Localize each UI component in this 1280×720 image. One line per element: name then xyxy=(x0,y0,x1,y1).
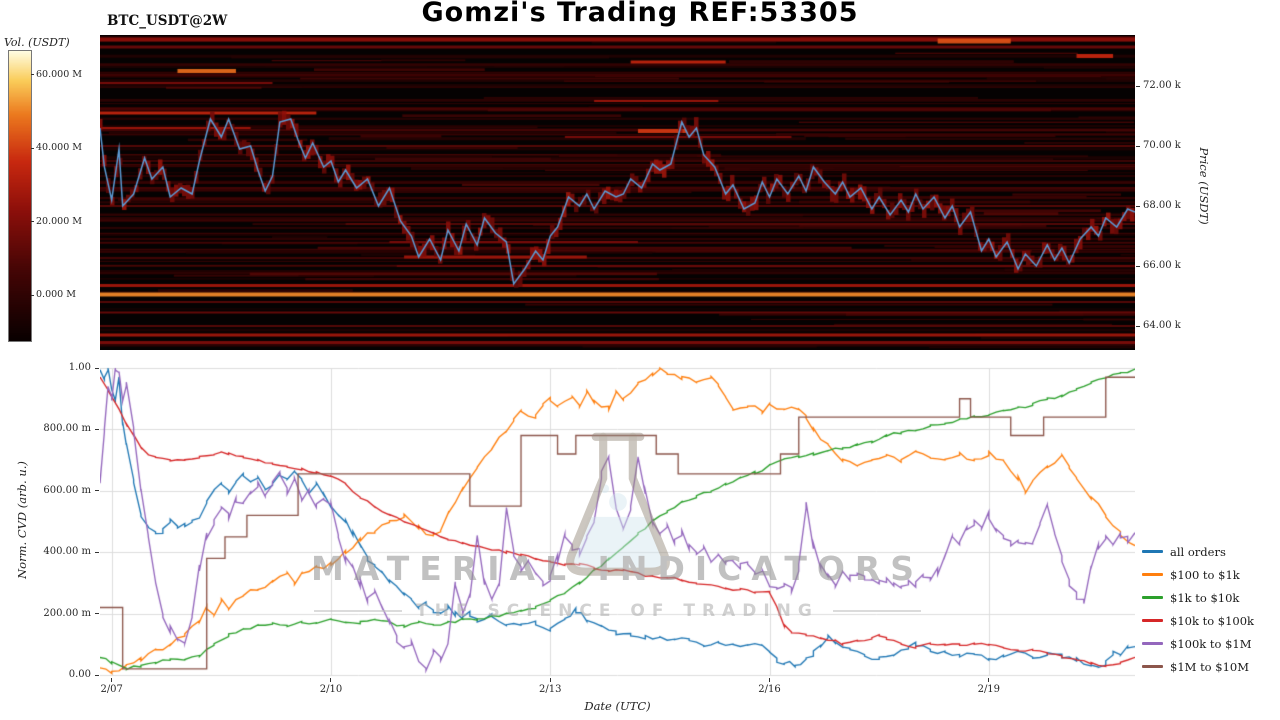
cvd-y-tickmark xyxy=(95,613,99,614)
legend-label: $100 to $1k xyxy=(1170,567,1240,582)
cvd-axis-label: Norm. CVD (arb. u.) xyxy=(15,461,29,579)
colorbar-tick-label: 40.000 M xyxy=(36,142,82,154)
date-tickmark xyxy=(550,678,551,682)
colorbar-tickmark xyxy=(31,295,34,296)
legend-line-swatch xyxy=(1142,642,1163,645)
cvd-y-tick-label: 800.00 m xyxy=(43,423,91,435)
date-tick-label: 2/10 xyxy=(319,684,343,695)
price-tick-label: 70.00 k xyxy=(1143,140,1181,151)
legend-line-swatch xyxy=(1142,619,1163,622)
colorbar-tick-label: 20.000 M xyxy=(36,215,82,227)
cvd-y-tickmark xyxy=(95,429,99,430)
legend-line-swatch xyxy=(1142,596,1163,599)
cvd-y-tick-label: 400.00 m xyxy=(43,546,91,558)
price-tick-label: 64.00 k xyxy=(1143,320,1181,331)
price-tickmark xyxy=(1136,206,1140,207)
price-tick-label: 66.00 k xyxy=(1143,260,1181,271)
date-tickmark xyxy=(988,678,989,682)
colorbar-tick-label: 0.000 M xyxy=(36,289,76,301)
colorbar-title: Vol. (USDT) xyxy=(4,36,70,49)
cvd-y-tickmark xyxy=(95,552,99,553)
page-title: Gomzi's Trading REF:53305 xyxy=(421,0,859,28)
volume-colorbar xyxy=(8,50,32,342)
date-tick-label: 2/13 xyxy=(539,684,562,695)
legend-item: $100 to $1k xyxy=(1142,563,1254,586)
legend-label: $1k to $10k xyxy=(1170,590,1240,605)
legend-line-swatch xyxy=(1142,665,1163,668)
legend-item: all orders xyxy=(1142,540,1254,563)
date-tickmark xyxy=(769,678,770,682)
price-tickmark xyxy=(1136,146,1140,147)
colorbar-tickmark xyxy=(31,148,34,149)
date-axis-label: Date (UTC) xyxy=(584,699,651,713)
legend-label: $10k to $100k xyxy=(1170,613,1255,628)
price-axis-label: Price (USDT) xyxy=(1197,147,1211,225)
legend-item: $1k to $10k xyxy=(1142,586,1254,609)
price-tickmark xyxy=(1136,86,1140,87)
cvd-y-tick-label: 200.00 m xyxy=(43,607,91,619)
colorbar-tickmark xyxy=(31,221,34,222)
cvd-y-tick-label: 1.00 xyxy=(68,362,91,373)
legend: all orders $100 to $1k $1k to $10k $10k to … xyxy=(1142,540,1254,678)
legend-item: $100k to $1M xyxy=(1142,632,1254,655)
cvd-y-tick-label: 0.00 xyxy=(68,669,91,680)
date-tick-label: 2/07 xyxy=(100,684,123,695)
symbol-timeframe-label: BTC_USDT@2W xyxy=(107,13,228,29)
price-tickmark xyxy=(1136,326,1140,327)
price-tick-label: 72.00 k xyxy=(1143,80,1181,91)
cvd-y-tickmark xyxy=(95,368,99,369)
price-tick-label: 68.00 k xyxy=(1143,200,1181,211)
date-tickmark xyxy=(330,678,331,682)
legend-label: $1M to $10M xyxy=(1170,659,1249,674)
legend-line-swatch xyxy=(1142,573,1163,576)
cvd-y-tick-label: 600.00 m xyxy=(43,484,91,496)
legend-label: all orders xyxy=(1170,544,1226,559)
colorbar-tick-label: 60.000 M xyxy=(36,68,82,80)
colorbar-tickmark xyxy=(31,74,34,75)
date-tick-label: 2/16 xyxy=(758,684,781,695)
legend-line-swatch xyxy=(1142,550,1163,553)
legend-label: $100k to $1M xyxy=(1170,636,1252,651)
cvd-y-tickmark xyxy=(95,675,99,676)
cvd-lines-canvas xyxy=(100,363,1135,678)
cvd-y-tickmark xyxy=(95,490,99,491)
legend-item: $10k to $100k xyxy=(1142,609,1254,632)
date-tickmark xyxy=(111,678,112,682)
price-tickmark xyxy=(1136,266,1140,267)
date-tick-label: 2/19 xyxy=(977,684,1001,695)
legend-item: $1M to $10M xyxy=(1142,655,1254,678)
price-heatmap-canvas xyxy=(100,35,1135,350)
